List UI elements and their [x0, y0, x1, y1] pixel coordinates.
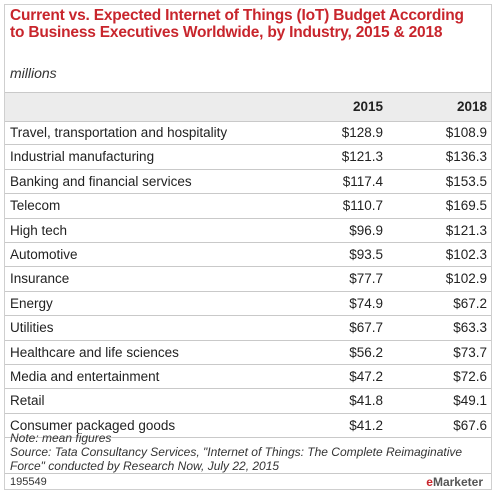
- note-text: Note: mean figures: [10, 431, 112, 445]
- value-2015: $77.7: [349, 271, 383, 287]
- value-2015: $74.9: [349, 295, 383, 311]
- row-label: Telecom: [10, 198, 61, 214]
- chart-id: 195549: [10, 476, 47, 488]
- value-2018: $63.3: [453, 320, 487, 336]
- value-2018: $102.9: [445, 271, 487, 287]
- table-row: Media and entertainment $47.2 $72.6: [5, 365, 491, 390]
- value-2018: $169.5: [445, 198, 487, 214]
- row-label: High tech: [10, 222, 68, 238]
- value-2018: $102.3: [445, 246, 487, 262]
- chart-frame: Current vs. Expected Internet of Things …: [4, 4, 492, 490]
- row-label: Consumer packaged goods: [10, 417, 176, 433]
- table-row: Industrial manufacturing $121.3 $136.3: [5, 145, 491, 170]
- value-2015: $41.8: [349, 393, 383, 409]
- value-2018: $136.3: [445, 149, 487, 165]
- chart-title: Current vs. Expected Internet of Things …: [10, 7, 464, 41]
- chart-footer: 195549 eMarketer: [5, 473, 491, 491]
- value-2015: $117.4: [342, 173, 383, 189]
- table-row: Banking and financial services $117.4 $153…: [5, 170, 491, 195]
- value-2015: $93.5: [349, 246, 383, 262]
- row-label: Industrial manufacturing: [10, 149, 155, 165]
- value-2018: $73.7: [453, 344, 487, 360]
- column-header-2018: 2018: [456, 99, 487, 114]
- value-2015: $121.3: [341, 149, 383, 165]
- row-label: Insurance: [10, 271, 70, 287]
- table-row: Utilities $67.7 $63.3: [5, 316, 491, 341]
- value-2015: $128.9: [341, 125, 383, 140]
- value-2015: $47.2: [349, 368, 383, 384]
- table-body: Travel, transportation and hospitality $1…: [5, 121, 491, 439]
- value-2015: $110.7: [342, 198, 383, 214]
- row-label: Retail: [10, 393, 45, 409]
- table-row: Consumer packaged goods $41.2 $67.6: [5, 414, 491, 439]
- chart-notes: Note: mean figures Source: Tata Consulta…: [10, 431, 480, 473]
- table-row: Healthcare and life sciences $56.2 $73.7: [5, 341, 491, 365]
- row-label: Travel, transportation and hospitality: [10, 125, 228, 140]
- value-2018: $49.1: [453, 393, 487, 409]
- table-row: Energy $74.9 $67.2: [5, 292, 491, 317]
- row-label: Energy: [10, 295, 53, 311]
- table-row: Automotive $93.5 $102.3: [5, 243, 491, 268]
- row-label: Banking and financial services: [10, 173, 192, 189]
- value-2018: $153.5: [445, 173, 487, 189]
- value-2015: $67.7: [349, 320, 383, 336]
- value-2018: $72.6: [453, 368, 487, 384]
- brand-prefix: e: [426, 475, 433, 489]
- value-2015: $96.9: [349, 222, 383, 238]
- table-row: High tech $96.9 $121.3: [5, 219, 491, 243]
- source-text: Source: Tata Consultancy Services, "Inte…: [10, 445, 463, 473]
- column-header-2015: 2015: [352, 99, 383, 114]
- table-row: Travel, transportation and hospitality $1…: [5, 121, 491, 146]
- value-2018: $67.2: [453, 295, 487, 311]
- table-row: Insurance $77.7 $102.9: [5, 267, 491, 292]
- value-2018: $108.9: [445, 125, 487, 140]
- value-2018: $67.6: [453, 417, 487, 433]
- value-2018: $121.3: [445, 222, 487, 238]
- table-row: Telecom $110.7 $169.5: [5, 194, 491, 219]
- brand-logo: eMarketer: [426, 475, 483, 489]
- brand-name: Marketer: [432, 475, 483, 489]
- row-label: Media and entertainment: [10, 368, 160, 384]
- chart-subtitle: millions: [10, 65, 57, 81]
- value-2015: $41.2: [349, 417, 383, 433]
- value-2015: $56.2: [349, 344, 383, 360]
- table-header: 2015 2018: [5, 92, 491, 122]
- row-label: Automotive: [10, 246, 78, 262]
- row-label: Healthcare and life sciences: [10, 344, 179, 360]
- row-label: Utilities: [10, 320, 54, 336]
- table-row: Retail $41.8 $49.1: [5, 389, 491, 414]
